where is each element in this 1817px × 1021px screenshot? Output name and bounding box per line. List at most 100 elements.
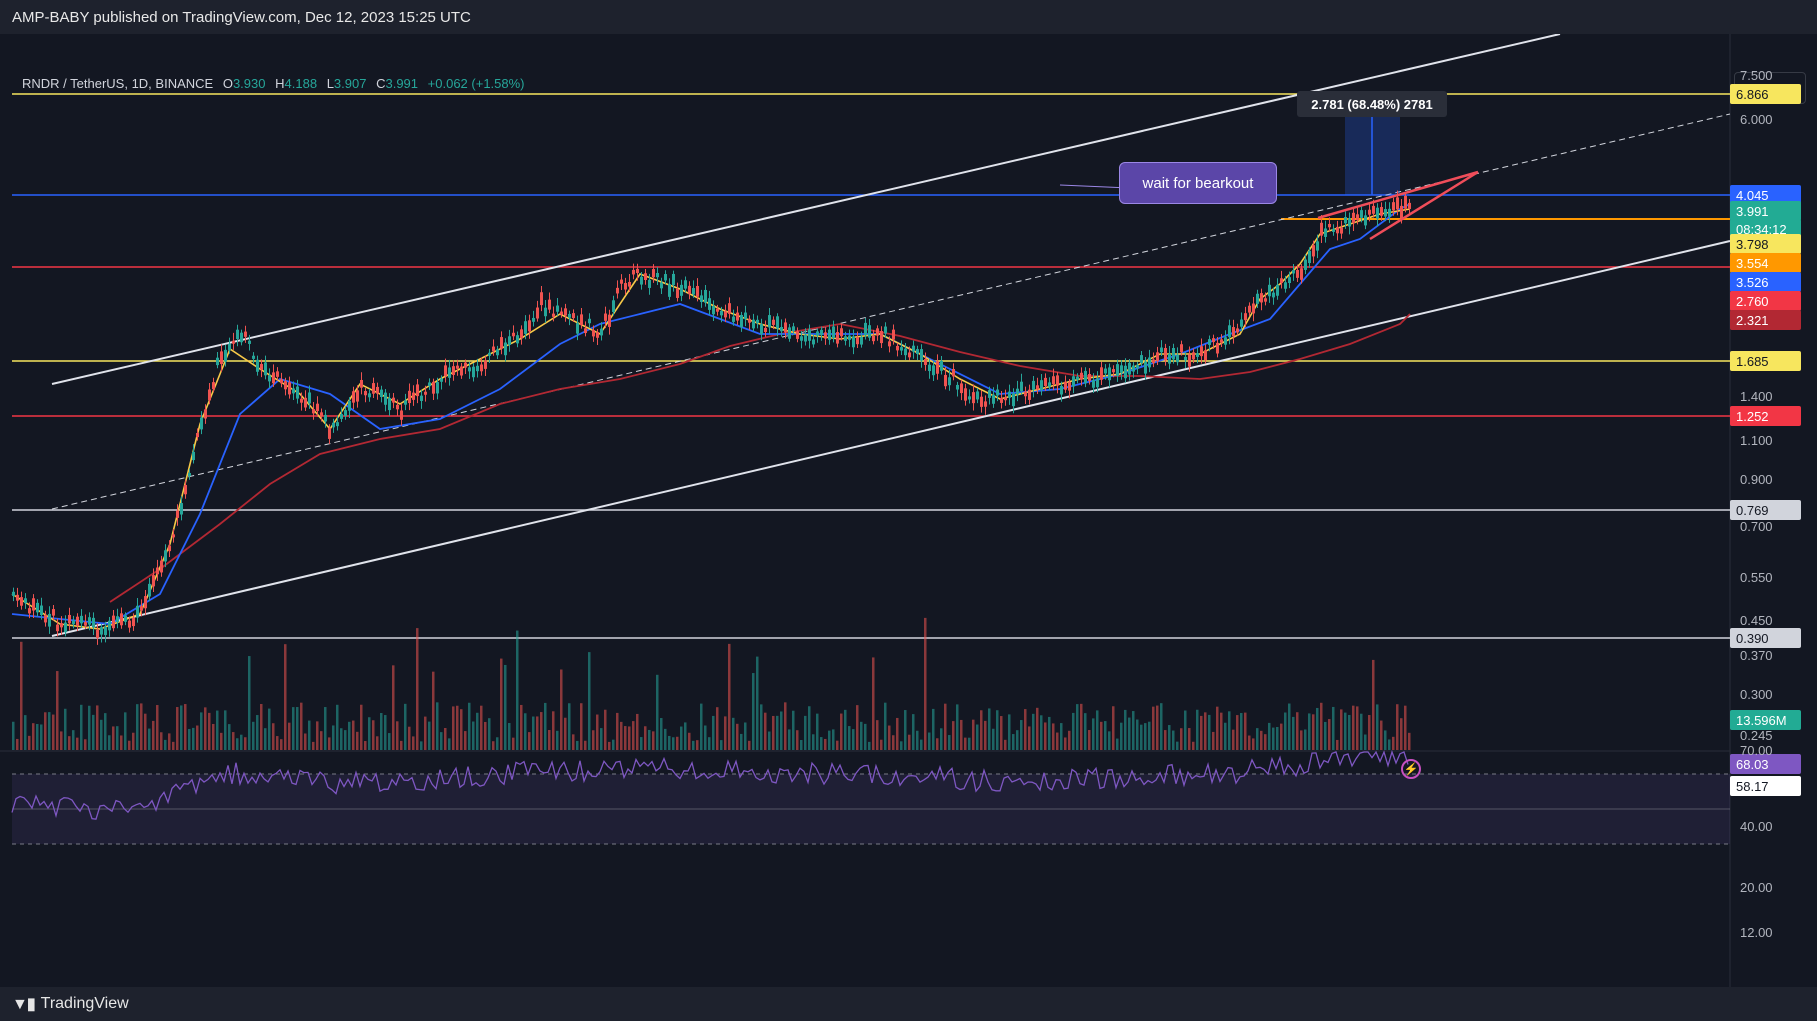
annotation-note[interactable]: wait for bearkout — [1119, 162, 1277, 204]
volume-bar — [1396, 704, 1399, 750]
price-label: 6.866 — [1730, 84, 1801, 104]
volume-bar — [580, 703, 583, 750]
lightning-icon[interactable]: ⚡ — [1401, 759, 1421, 779]
candle-body — [772, 319, 775, 325]
volume-bar — [1284, 712, 1287, 750]
candle-body — [1400, 205, 1403, 219]
volume-bar — [484, 721, 487, 750]
volume-bar — [832, 729, 835, 750]
candle-body — [376, 386, 379, 394]
candle-body — [468, 367, 471, 372]
candle-body — [1084, 370, 1087, 384]
candle-body — [1004, 397, 1007, 401]
candle-body — [392, 397, 395, 403]
volume-bar — [56, 671, 59, 750]
volume-bar — [1352, 705, 1355, 750]
candle-body — [632, 269, 635, 275]
tradingview-logo[interactable]: ▼▮ TradingView — [12, 994, 129, 1014]
volume-bar — [1312, 714, 1315, 750]
volume-bar — [1316, 707, 1319, 750]
candle-body — [1396, 197, 1399, 210]
price-label: 2.760 — [1730, 291, 1801, 311]
candle-body — [400, 410, 403, 420]
candle-body — [624, 283, 627, 290]
volume-bar — [228, 724, 231, 750]
volume-bar — [888, 725, 891, 750]
volume-bar — [628, 726, 631, 750]
candle-body — [1012, 393, 1015, 407]
candle-body — [144, 596, 147, 609]
volume-bar — [600, 728, 603, 750]
volume-bar — [200, 712, 203, 750]
candle-body — [564, 308, 567, 316]
volume-bar — [1120, 722, 1123, 750]
volume-bar — [176, 707, 179, 750]
candle-body — [636, 268, 639, 274]
volume-bar — [760, 704, 763, 750]
candle-body — [96, 629, 99, 638]
ma-red — [109, 313, 1411, 603]
volume-bar — [652, 731, 655, 750]
candle-body — [1404, 195, 1407, 209]
chart-canvas[interactable] — [0, 34, 1817, 987]
candle-body — [704, 289, 707, 303]
candle-body — [972, 392, 975, 404]
candle-body — [1088, 374, 1091, 381]
volume-bar — [148, 728, 151, 750]
candle-body — [1256, 293, 1259, 304]
volume-bar — [1240, 713, 1243, 750]
chart-frame[interactable]: RNDR / TetherUS, 1D, BINANCE O3.930 H4.1… — [0, 34, 1817, 1003]
volume-bar — [700, 703, 703, 750]
volume-bar — [1268, 722, 1271, 750]
candle-body — [172, 534, 175, 538]
candle-body — [788, 327, 791, 339]
volume-bar — [1232, 729, 1235, 750]
volume-bar — [712, 715, 715, 750]
volume-bar — [1280, 723, 1283, 750]
volume-bar — [1340, 709, 1343, 750]
volume-bar — [1032, 713, 1035, 750]
volume-bar — [828, 730, 831, 750]
candle-body — [952, 368, 955, 377]
volume-bar — [780, 711, 783, 750]
volume-bar — [912, 714, 915, 750]
candle-body — [44, 615, 47, 623]
volume-bar — [156, 705, 159, 750]
candle-body — [296, 386, 299, 399]
candle-body — [544, 307, 547, 317]
price-tick: 1.100 — [1740, 433, 1773, 448]
candle-body — [872, 335, 875, 342]
volume-bar — [1076, 704, 1079, 750]
candle-body — [28, 608, 31, 614]
candle-body — [1016, 388, 1019, 395]
volume-bar — [1272, 727, 1275, 750]
volume-bar — [608, 741, 611, 750]
volume-bar — [364, 741, 367, 750]
candle-body — [180, 503, 183, 515]
volume-bar — [480, 705, 483, 750]
candle-body — [196, 432, 199, 438]
candle-body — [184, 484, 187, 495]
candle-body — [768, 315, 771, 328]
candle-body — [1280, 278, 1283, 284]
candle-body — [964, 388, 967, 401]
volume-bar — [372, 720, 375, 750]
volume-bar — [716, 707, 719, 750]
volume-bar — [996, 710, 999, 750]
candle-body — [900, 347, 903, 351]
candle-body — [244, 331, 247, 337]
volume-bar — [852, 729, 855, 750]
rsi-tick: 70.00 — [1740, 743, 1773, 758]
volume-bar — [60, 731, 63, 750]
price-tick: 0.900 — [1740, 472, 1773, 487]
candle-body — [748, 318, 751, 323]
volume-bar — [884, 702, 887, 750]
volume-bar — [764, 712, 767, 750]
volume-bar — [604, 709, 607, 750]
price-tick: 7.500 — [1740, 68, 1773, 83]
candle-body — [892, 329, 895, 340]
price-label: 0.769 — [1730, 500, 1801, 520]
rsi-tick: 12.00 — [1740, 925, 1773, 940]
channel-mid — [51, 113, 1731, 510]
candle-body — [960, 383, 963, 394]
